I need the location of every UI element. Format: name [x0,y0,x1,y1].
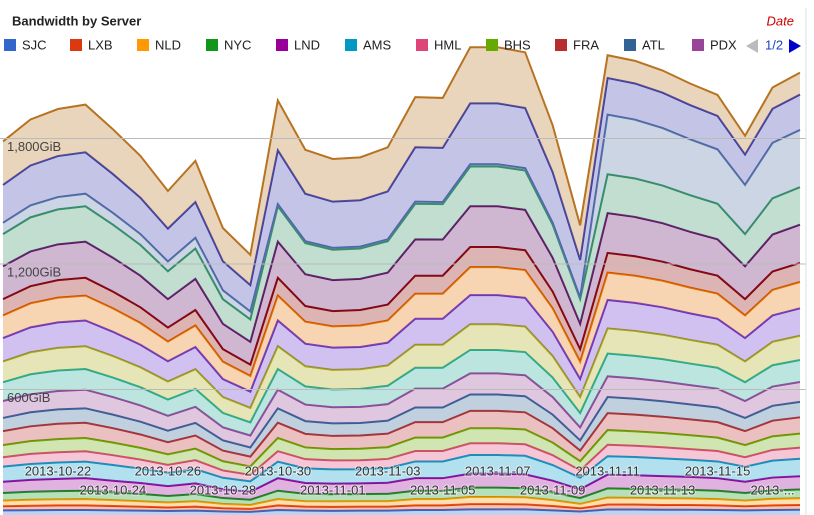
area-line [2,486,801,501]
legend-swatch [345,39,357,51]
area-line [2,442,801,476]
x-tick-label: 2013-10-22 [25,463,92,478]
area [3,443,800,482]
area-line [2,246,801,367]
x-tick-label: 2013-11-11 [575,463,640,478]
area-line [2,76,801,288]
area-line [2,323,801,410]
legend-swatch [555,39,567,51]
legend-label: LXB [88,37,113,52]
x-tick-label: 2013-11-01 [300,482,366,497]
x-tick-label: 2013-10-24 [80,482,147,497]
x-tick-label: 2013-11-13 [630,482,696,497]
legend-label: PDX [710,37,737,52]
area [3,166,800,342]
legend-label: HML [434,37,461,52]
legend-prev[interactable] [746,39,758,53]
area-line [2,348,801,424]
y-tick-label: 600GiB [7,390,50,405]
x-tick-label: 2013-11-05 [410,482,476,497]
area-line [2,165,801,322]
area-line [2,46,801,257]
y-tick-label: 1,800GiB [7,139,61,154]
legend-label: BHS [504,37,531,52]
legend-swatch [137,39,149,51]
legend-label: AMS [363,37,392,52]
area [3,454,800,492]
x-tick-label: 2013-... [750,482,794,497]
legend: SJC LXB NLD NYC LND AMS HML BHS FRA ATL PDX 1/2 [4,37,801,53]
legend-swatch [486,39,498,51]
area [3,349,800,436]
area [3,324,800,423]
overlay: 600GiB 1,200GiB 1,800GiB 2013-10-22 2013-10-… [0,138,806,498]
x-axis-title: Date [767,13,794,28]
x-tick-label: 2013-11-07 [465,463,531,478]
legend-swatch [70,39,82,51]
x-tick-label: 2013-10-28 [190,482,257,497]
area [3,428,800,475]
area [3,267,800,392]
area [3,78,800,312]
area [3,206,800,365]
legend-next[interactable] [789,39,801,53]
chart-title: Bandwidth by Server [12,13,141,28]
legend-swatch [4,39,16,51]
area-line [2,393,801,449]
area [3,47,800,286]
legend-page: 1/2 [765,37,783,52]
legend-label: SJC [22,37,47,52]
area-line [2,294,801,393]
title-bar [0,0,814,32]
legend-label: NYC [224,37,251,52]
area-line [2,427,801,468]
x-tick-label: 2013-11-15 [685,463,751,478]
legend-swatch [276,39,288,51]
plot-area [2,46,801,515]
area-line [2,113,801,314]
area [3,373,800,448]
legend-swatch [624,39,636,51]
y-tick-label: 1,200GiB [7,264,61,279]
area [3,295,800,408]
area [3,394,800,457]
area-line [2,503,801,510]
area-line [2,266,801,378]
legend-swatch [416,39,428,51]
legend-swatch [206,39,218,51]
legend-swatch [692,39,704,51]
area-line [2,453,801,483]
area [3,487,800,505]
legend-label: FRA [573,37,599,52]
area-line [2,409,801,458]
legend-label: NLD [155,37,181,52]
legend-label: LND [294,37,320,52]
legend-label: ATL [642,37,665,52]
area [3,410,800,467]
area-line [2,496,801,506]
area-line [2,205,801,344]
x-tick-label: 2013-11-09 [520,482,586,497]
x-tick-label: 2013-10-26 [135,463,202,478]
area-line [2,508,801,513]
x-tick-label: 2013-10-30 [245,463,312,478]
area [3,473,800,500]
area-line [2,472,801,493]
x-tick-label: 2013-11-03 [355,463,421,478]
area-line [2,372,801,437]
